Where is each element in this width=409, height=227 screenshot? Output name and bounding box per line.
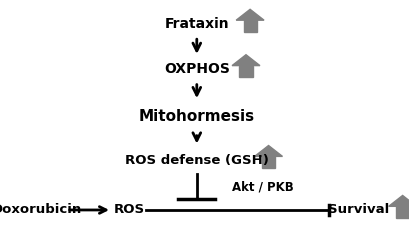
Polygon shape	[239, 66, 252, 77]
Text: OXPHOS: OXPHOS	[164, 62, 229, 76]
Polygon shape	[388, 195, 409, 206]
Polygon shape	[261, 156, 274, 168]
Text: Mitohormesis: Mitohormesis	[138, 109, 254, 124]
Polygon shape	[243, 20, 256, 32]
Polygon shape	[254, 146, 282, 156]
Text: Doxorubicin: Doxorubicin	[0, 203, 82, 217]
Text: Akt / PKB: Akt / PKB	[231, 181, 292, 194]
Text: Survival: Survival	[327, 203, 389, 217]
Polygon shape	[395, 206, 408, 218]
Text: Frataxin: Frataxin	[164, 17, 229, 31]
Text: ROS: ROS	[113, 203, 144, 217]
Polygon shape	[231, 55, 259, 66]
Polygon shape	[236, 9, 263, 20]
Text: ROS defense (GSH): ROS defense (GSH)	[125, 153, 268, 167]
